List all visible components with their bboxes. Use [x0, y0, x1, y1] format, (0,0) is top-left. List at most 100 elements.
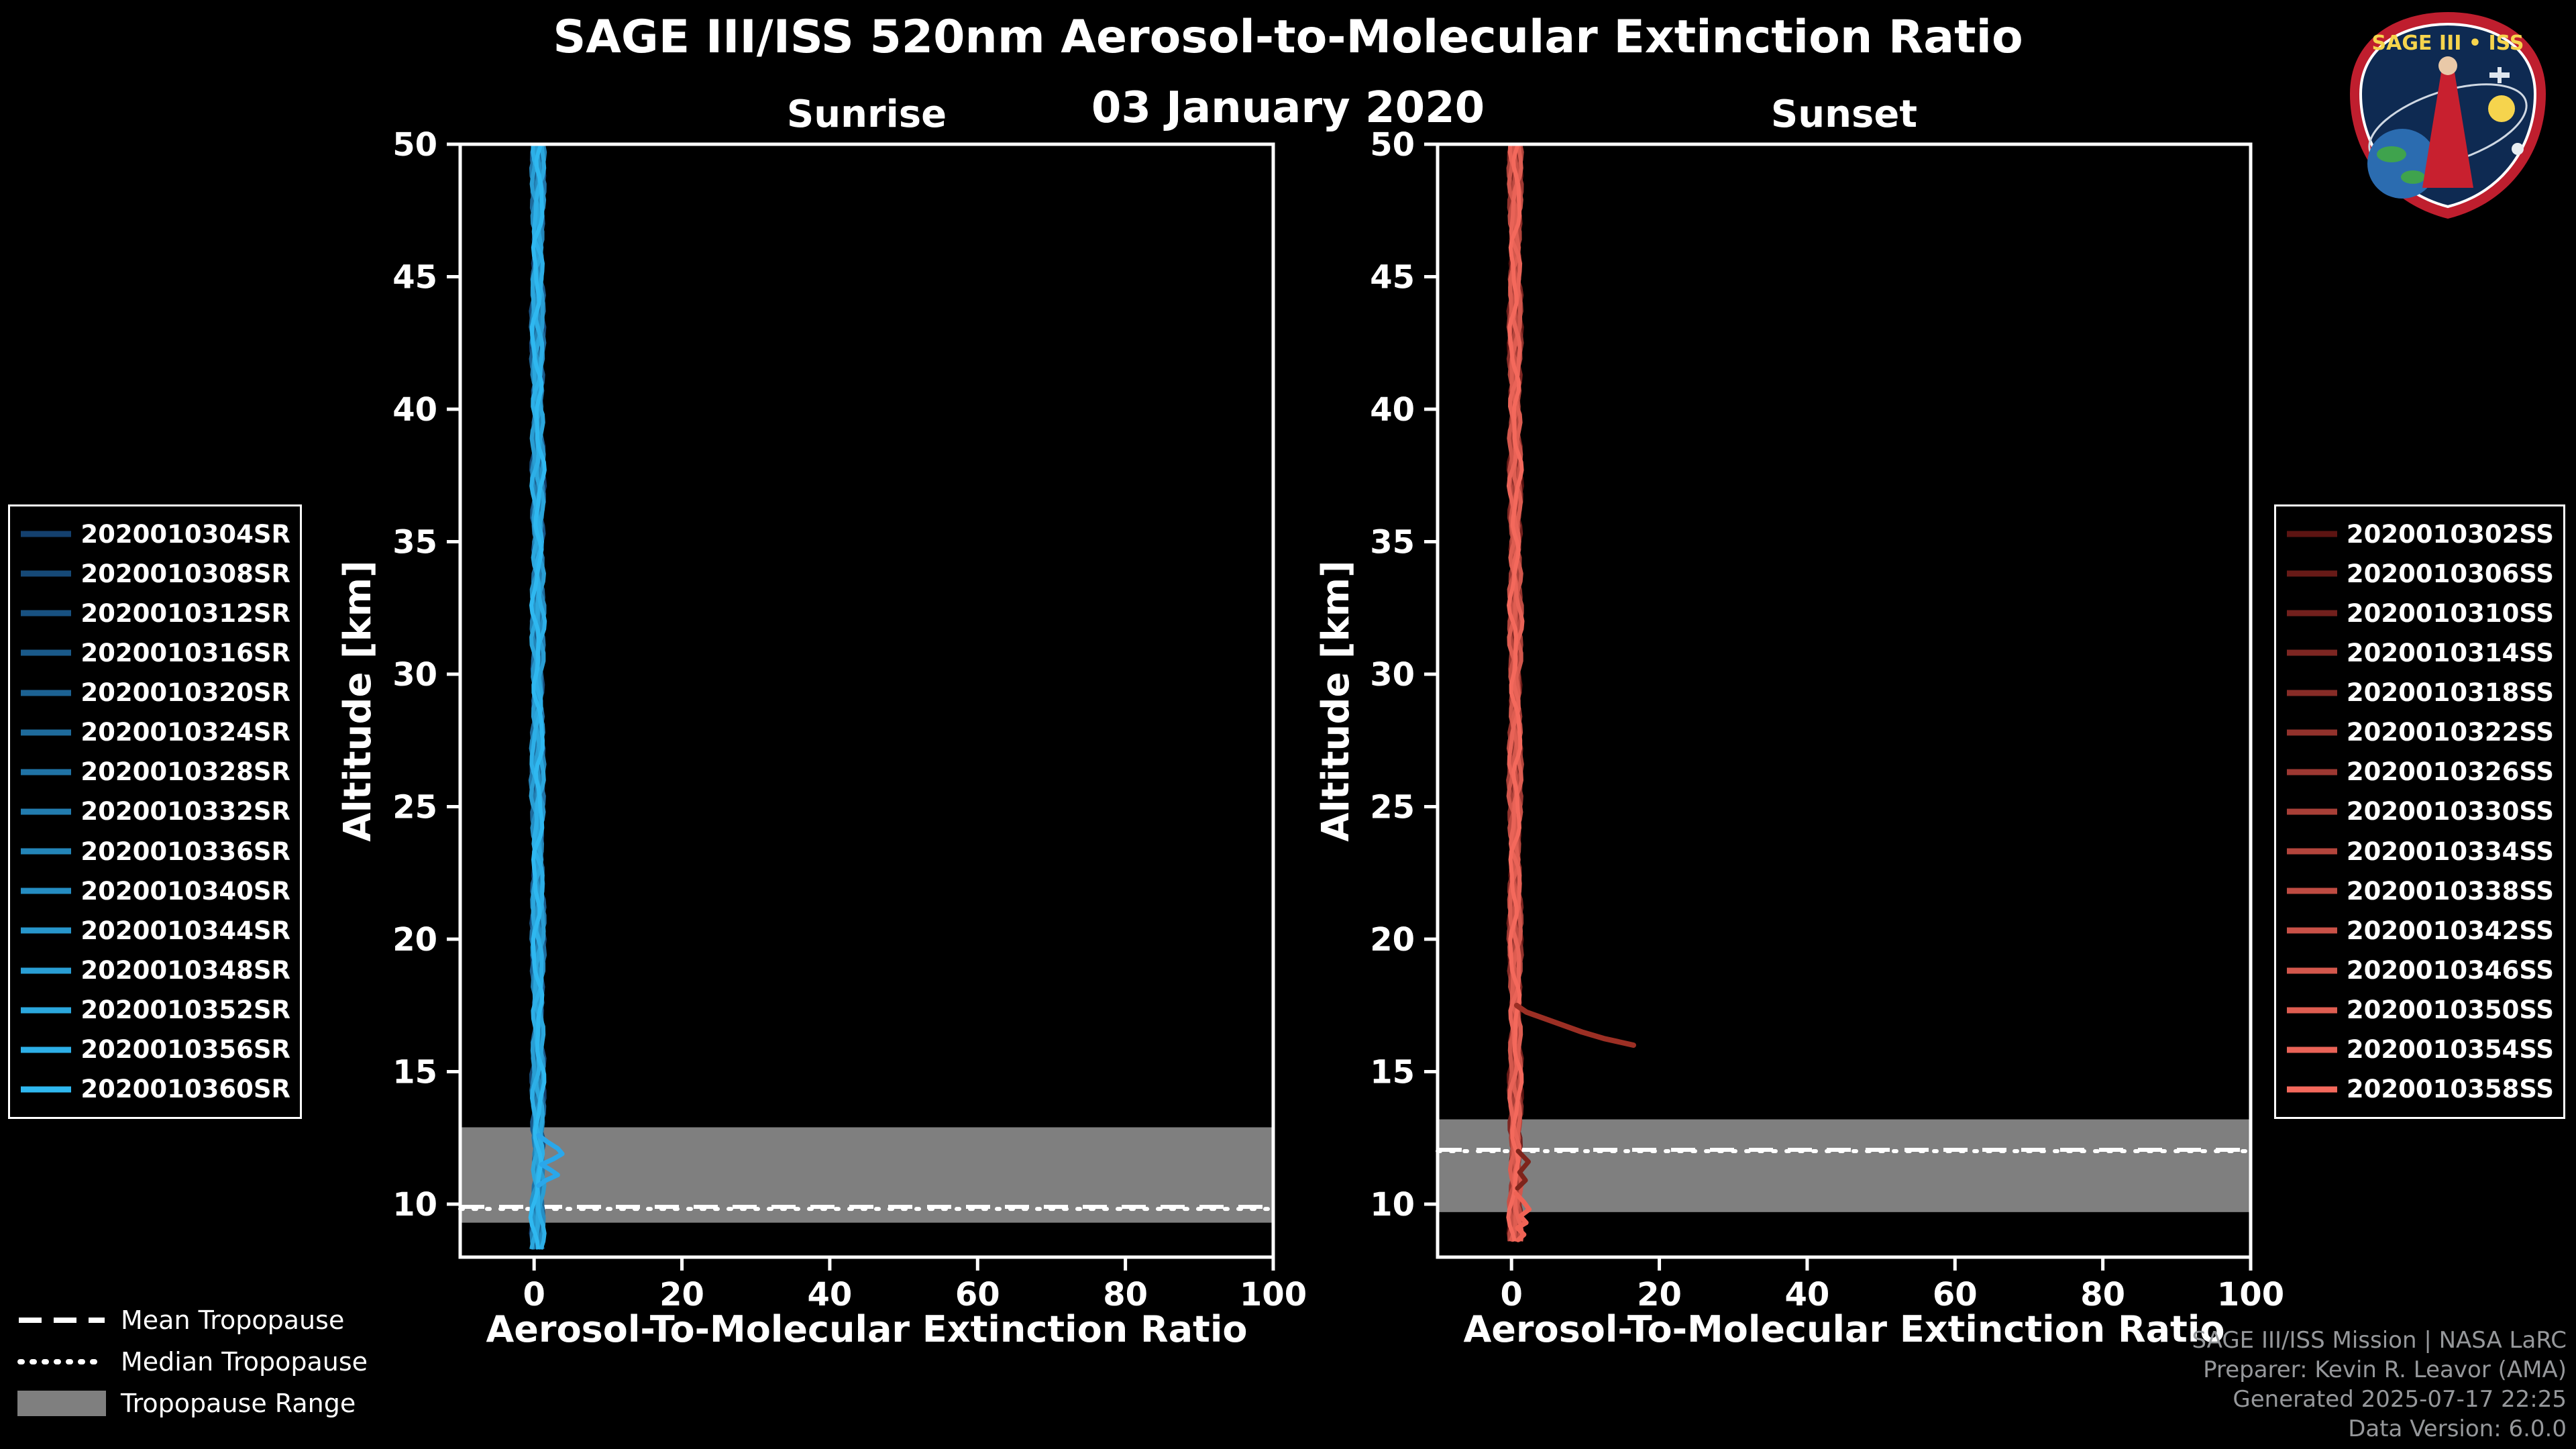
legend-line-swatch	[21, 848, 72, 855]
legend-item: 2020010356SR	[19, 1030, 290, 1069]
legend-item: 2020010302SS	[2286, 515, 2554, 553]
earth-land	[2377, 146, 2406, 162]
sunrise-event-legend: 2020010304SR 2020010308SR 2020010312SR 2020…	[8, 504, 302, 1119]
y-tick-label: 45	[392, 259, 437, 297]
legend-line-swatch	[2287, 729, 2337, 736]
x-tick-label: 80	[2080, 1276, 2125, 1313]
x-tick-label: 20	[659, 1276, 704, 1313]
iss-truss	[2498, 67, 2502, 83]
sunset-event-legend: 2020010302SS 2020010306SS 2020010310SS 2020…	[2274, 504, 2565, 1119]
profile-line	[528, 144, 547, 1250]
legend-line-swatch	[21, 769, 72, 775]
y-tick-label: 15	[392, 1054, 437, 1091]
moon-icon	[2512, 143, 2524, 155]
legend-line-swatch	[2287, 967, 2337, 974]
tropopause-range-legend-item: Tropopause Range	[17, 1386, 368, 1421]
legend-item: 2020010342SS	[2286, 911, 2554, 950]
legend-item: 2020010354SS	[2286, 1030, 2554, 1069]
aerosol-bulge-line	[536, 1132, 565, 1188]
legend-line-swatch	[2287, 1086, 2337, 1093]
y-tick-label: 25	[392, 789, 437, 826]
y-tick-label: 30	[392, 656, 437, 694]
y-tick-label: 45	[1370, 259, 1415, 297]
legend-line-swatch	[21, 690, 72, 696]
tropopause-range-label: Tropopause Range	[121, 1389, 356, 1418]
sunset-panel-title: Sunset	[1770, 93, 1918, 136]
legend-item: 2020010322SS	[2286, 713, 2554, 752]
legend-item: 2020010326SS	[2286, 753, 2554, 792]
legend-label: 2020010324SR	[80, 718, 290, 747]
sunset-x-axis-label: Aerosol-To-Molecular Extinction Ratio	[1463, 1308, 2225, 1350]
legend-line-swatch	[21, 927, 72, 934]
legend-item: 2020010316SR	[19, 633, 290, 672]
legend-label: 2020010312SR	[80, 598, 290, 628]
legend-line-swatch	[2287, 927, 2337, 934]
legend-label: 2020010336SR	[80, 837, 290, 866]
tropopause-legend: Mean Tropopause Median Tropopause Tropop…	[17, 1303, 368, 1421]
legend-item: 2020010314SS	[2286, 633, 2554, 672]
figure-date-subtitle: 03 January 2020	[1091, 83, 1485, 133]
legend-line-swatch	[2287, 888, 2337, 894]
legend-line-swatch	[2287, 610, 2337, 616]
y-tick-label: 20	[1370, 921, 1415, 959]
legend-item: 2020010332SR	[19, 792, 290, 831]
legend-label: 2020010346SS	[2346, 956, 2554, 985]
legend-item: 2020010306SS	[2286, 554, 2554, 593]
axes-frame	[1436, 142, 2253, 1259]
sunset-plot: 0 20 40 60 80 100 10 15 20 25 30 35 40 45 50	[1370, 126, 2284, 1313]
legend-line-swatch	[21, 967, 72, 974]
sunset-y-axis-label: Altitude [km]	[1314, 560, 1358, 842]
legend-label: 2020010306SS	[2346, 559, 2554, 588]
legend-label: 2020010330SS	[2346, 797, 2554, 826]
y-tick-label: 35	[1370, 524, 1415, 561]
legend-label: 2020010304SR	[80, 519, 290, 549]
legend-item: 2020010318SS	[2286, 674, 2554, 712]
legend-line-swatch	[21, 610, 72, 616]
legend-line-swatch	[2287, 649, 2337, 656]
legend-item: 2020010324SR	[19, 713, 290, 752]
legend-item: 2020010334SS	[2286, 832, 2554, 871]
footer-generated-line: Generated 2025-07-17 22:25	[2233, 1386, 2567, 1413]
legend-item: 2020010338SS	[2286, 871, 2554, 910]
sunrise-x-axis-label: Aerosol-To-Molecular Extinction Ratio	[486, 1308, 1248, 1350]
mean-tropopause-legend-item: Mean Tropopause	[17, 1303, 368, 1338]
x-tick-label: 0	[1500, 1276, 1522, 1313]
footer-data-version-line: Data Version: 6.0.0	[2348, 1415, 2567, 1442]
x-tick-label: 60	[955, 1276, 1000, 1313]
y-tick-label: 10	[1370, 1186, 1415, 1224]
legend-label: 2020010352SR	[80, 996, 290, 1025]
tropopause-range-patch-swatch	[17, 1391, 106, 1416]
legend-line-swatch	[21, 1086, 72, 1093]
legend-line-swatch	[2287, 848, 2337, 855]
y-tick-label: 20	[392, 921, 437, 959]
axes-frame	[458, 142, 1275, 1259]
legend-item: 2020010330SS	[2286, 792, 2554, 831]
mean-tropopause-dashed-swatch	[19, 1318, 105, 1323]
legend-label: 2020010334SS	[2346, 837, 2554, 866]
legend-item: 2020010348SR	[19, 951, 290, 990]
legend-label: 2020010342SS	[2346, 916, 2554, 945]
patch-title-text: SAGE III • ISS	[2372, 32, 2524, 55]
legend-item: 2020010352SR	[19, 991, 290, 1030]
legend-label: 2020010350SS	[2346, 996, 2554, 1025]
x-tick-label: 80	[1103, 1276, 1148, 1313]
y-tick-label: 10	[392, 1186, 437, 1224]
mean-tropopause-label: Mean Tropopause	[121, 1305, 345, 1335]
legend-label: 2020010354SS	[2346, 1035, 2554, 1065]
legend-label: 2020010320SR	[80, 678, 290, 708]
x-tick-label: 40	[1785, 1276, 1830, 1313]
x-tick-label: 100	[2217, 1276, 2284, 1313]
y-tick-label: 50	[392, 126, 437, 164]
profile-line	[529, 144, 547, 1250]
legend-line-swatch	[21, 570, 72, 577]
legend-label: 2020010338SS	[2346, 876, 2554, 906]
x-tick-label: 40	[808, 1276, 853, 1313]
y-tick-label: 50	[1370, 126, 1415, 164]
legend-item: 2020010344SR	[19, 911, 290, 950]
median-tropopause-dotted-swatch	[17, 1359, 106, 1364]
mid-level-wiggle-line	[1515, 1148, 1531, 1191]
sage-figure	[2422, 72, 2473, 188]
earth-land	[2401, 170, 2425, 184]
profile-line	[1506, 144, 1524, 1242]
y-tick-label: 40	[1370, 391, 1415, 429]
